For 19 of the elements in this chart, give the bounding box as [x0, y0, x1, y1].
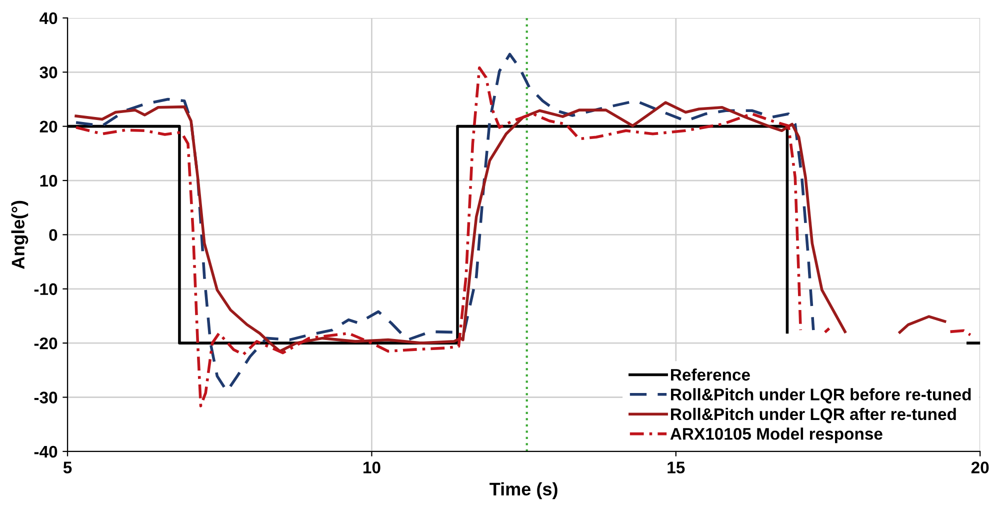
x-axis-title: Time (s) [490, 482, 558, 500]
y-tick-label: 30 [40, 66, 58, 78]
y-tick-label: 10 [40, 174, 58, 187]
legend-label: ARX10105 Model response [670, 428, 882, 444]
y-tick-label: -30 [34, 392, 58, 404]
y-tick-label: 20 [40, 120, 58, 133]
x-tick-label: 10 [363, 462, 380, 474]
legend-label: Roll&Pitch under LQR after re-tuned [671, 408, 956, 424]
y-tick-label: -10 [34, 283, 58, 296]
y-tick-label: -20 [34, 337, 58, 350]
y-tick-label: 40 [40, 12, 58, 24]
x-tick-label: 5 [63, 462, 72, 474]
y-axis-title: Angle(°) [11, 200, 28, 269]
x-tick-label: 15 [668, 462, 685, 474]
y-tick-label: -40 [34, 446, 58, 458]
x-tick-label: 20 [971, 462, 989, 474]
legend-label: Reference [671, 368, 750, 381]
legend-label: Roll&Pitch under LQR before re-tuned [671, 388, 971, 404]
y-tick-label: 0 [49, 229, 58, 241]
